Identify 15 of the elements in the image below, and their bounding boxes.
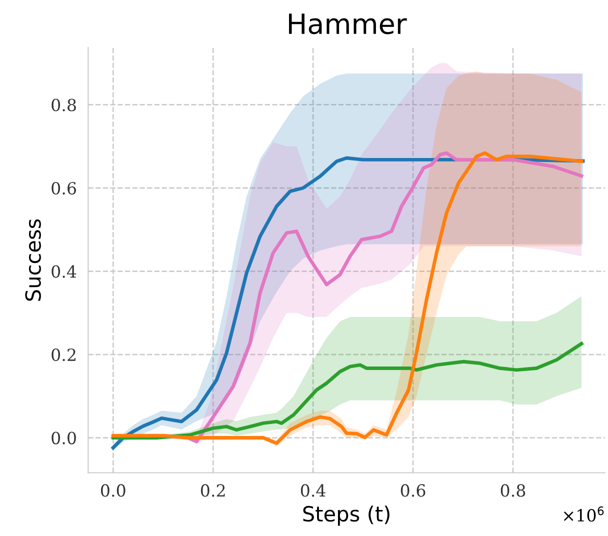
y-tick-label: 0.2 bbox=[52, 348, 76, 362]
chart-title: Hammer bbox=[289, 14, 407, 34]
y-tick-label: 0.6 bbox=[52, 182, 76, 195]
y-tick-label: 0.0 bbox=[52, 432, 76, 444]
x-tick-label: 0.6 bbox=[400, 484, 426, 497]
x-tick-label: 0.8 bbox=[500, 484, 526, 497]
y-tick-label: 0.8 bbox=[52, 98, 76, 112]
x-tick-label: 0.0 bbox=[100, 484, 126, 497]
y-tick-label: 0.4 bbox=[52, 265, 76, 278]
x-tick-label: 0.4 bbox=[300, 484, 326, 497]
x-axis-title: Steps (t) bbox=[303, 506, 390, 526]
y-axis-title: Success bbox=[25, 219, 41, 301]
x-tick-label: 0.2 bbox=[200, 484, 225, 497]
text: ×10$^{6}$ bbox=[564, 506, 604, 522]
line-series bbox=[111, 342, 584, 440]
